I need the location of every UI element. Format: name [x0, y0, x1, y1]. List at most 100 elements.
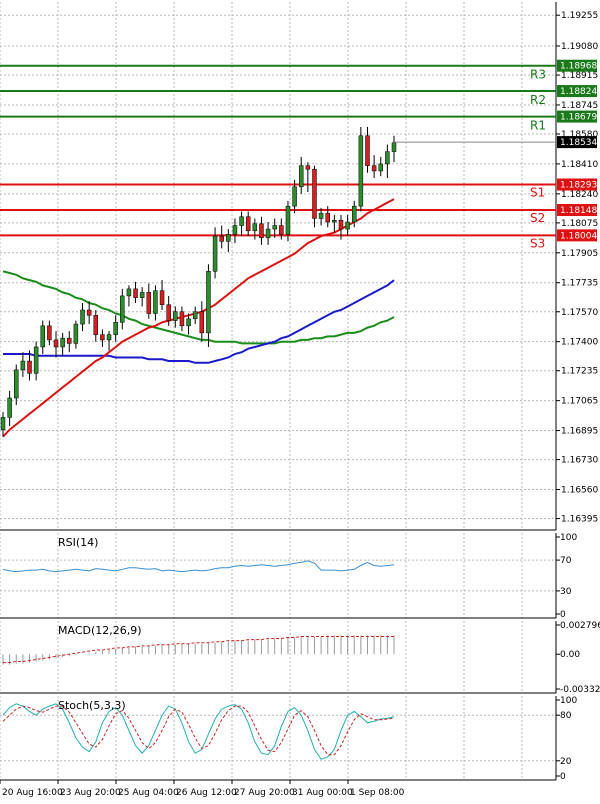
macd-title: MACD(12,26,9): [58, 624, 142, 637]
price-tick-label: 1.17235: [561, 367, 598, 377]
price-tick-label: 1.16395: [561, 515, 598, 525]
current-price-tag: 1.18534: [560, 138, 597, 148]
candle-body: [371, 165, 377, 172]
price-tick-label: 1.17065: [561, 397, 598, 407]
candle-body: [345, 221, 350, 230]
candle-body: [153, 290, 158, 314]
macd-tick-label: 0.00: [560, 650, 580, 660]
candle-body: [166, 304, 171, 321]
support-resistance-levels: R3 R2 R1 S1 S2 S3: [0, 64, 556, 250]
candle-body: [365, 135, 370, 166]
candle-body: [285, 205, 291, 235]
stoch-tick-label: 0: [560, 772, 566, 782]
stoch-tick-label: 20: [560, 757, 572, 767]
candle-body: [100, 334, 105, 341]
candle-body: [93, 315, 99, 335]
candle-body: [67, 337, 72, 344]
candle-body: [351, 205, 357, 223]
macd-panel: 0.002796 0.00 -0.003328: [2, 621, 600, 695]
candle-body: [206, 271, 211, 334]
candle-body: [120, 295, 125, 323]
stoch-panel: 100 80 20 0: [0, 696, 577, 782]
candle-body: [358, 135, 364, 207]
candle-body: [179, 311, 185, 327]
candle-body: [192, 311, 198, 320]
candle-body: [40, 325, 46, 348]
candle-body: [252, 223, 258, 232]
candle-body: [53, 339, 59, 348]
ema-long-line: [2, 270, 395, 345]
candle-body: [199, 311, 205, 334]
candle-body: [292, 186, 297, 207]
time-tick-label: 20 Aug 16:00: [2, 788, 63, 798]
candle-body: [272, 225, 277, 230]
macd-signal-line: [3, 636, 394, 664]
price-tick-label: 1.19080: [561, 42, 598, 52]
rsi-tick-label: 100: [560, 533, 577, 543]
rsi-tick-label: 0: [560, 610, 566, 620]
price-tick-label: 1.17905: [561, 249, 598, 259]
price-tick-label: 1.18075: [561, 219, 598, 229]
candle-body: [239, 216, 244, 226]
candle-body: [338, 219, 344, 230]
candle-body: [7, 397, 12, 418]
candle-body: [73, 323, 79, 344]
candle-body: [298, 165, 304, 188]
level-tag-s1: 1.18293: [560, 181, 597, 191]
candle-body: [312, 168, 317, 219]
candle-body: [265, 228, 271, 239]
time-tick-label: 1 Sep 08:00: [350, 788, 405, 798]
level-label-s3: S3: [530, 236, 545, 250]
price-tick-label: 1.16560: [561, 486, 598, 496]
price-tick-label: 1.16730: [561, 456, 598, 466]
candle-body: [106, 334, 112, 341]
time-tick-label: 27 Aug 20:00: [234, 788, 295, 798]
candle-body: [126, 288, 132, 297]
candle-body: [80, 309, 85, 325]
grid-lines: [0, 2, 557, 781]
time-tick-label: 31 Aug 00:00: [292, 788, 353, 798]
time-tick-label: 25 Aug 04:00: [118, 788, 179, 798]
level-tag-bg: [557, 204, 597, 217]
candle-body: [385, 151, 390, 165]
price-tick-label: 1.18745: [561, 101, 598, 111]
price-tick-label: 1.17400: [561, 338, 598, 348]
ema-fast-line: [2, 198, 395, 438]
price-tags: 1.18968 1.18824 1.18679 1.18293 1.18148 1.180…: [394, 59, 597, 242]
price-tick-label: 1.17735: [561, 279, 598, 289]
candle-body: [219, 235, 224, 242]
candle-body: [226, 234, 231, 242]
stoch-main-line: [2, 703, 395, 760]
rsi-panel: 100 70 30 0: [0, 533, 577, 620]
macd-tick-label: -0.003328: [560, 685, 600, 695]
rsi-line: [2, 560, 395, 573]
candlesticks: [0, 126, 397, 437]
price-tick-label: 1.18580: [561, 130, 598, 140]
candle-body: [113, 322, 118, 335]
stoch-tick-label: 100: [560, 696, 577, 706]
candle-body: [259, 223, 264, 239]
level-tag-bg: [557, 110, 597, 123]
candle-body: [133, 288, 138, 298]
level-tag-bg: [557, 59, 597, 72]
price-tick-label: 1.18915: [561, 71, 598, 81]
level-tag-bg: [557, 229, 597, 242]
rsi-tick-label: 70: [560, 556, 572, 566]
candle-body: [232, 225, 238, 235]
price-tick-label: 1.17570: [561, 308, 598, 318]
ema-slow-line: [3, 279, 395, 364]
level-tag-bg: [557, 178, 597, 191]
axes: 1.19255 1.19080 1.18915 1.18745 1.18580 1.184…: [0, 11, 598, 798]
candle-body: [146, 292, 152, 314]
candle-body: [0, 417, 6, 430]
candle-body: [305, 165, 311, 170]
price-tick-label: 1.18240: [561, 190, 598, 200]
price-tick-label: 1.16895: [561, 427, 598, 437]
level-tag-r2: 1.18824: [560, 87, 597, 97]
level-label-r2: R2: [530, 93, 546, 107]
candle-body: [173, 311, 178, 321]
candle-body: [60, 337, 65, 348]
candle-body: [378, 163, 383, 172]
